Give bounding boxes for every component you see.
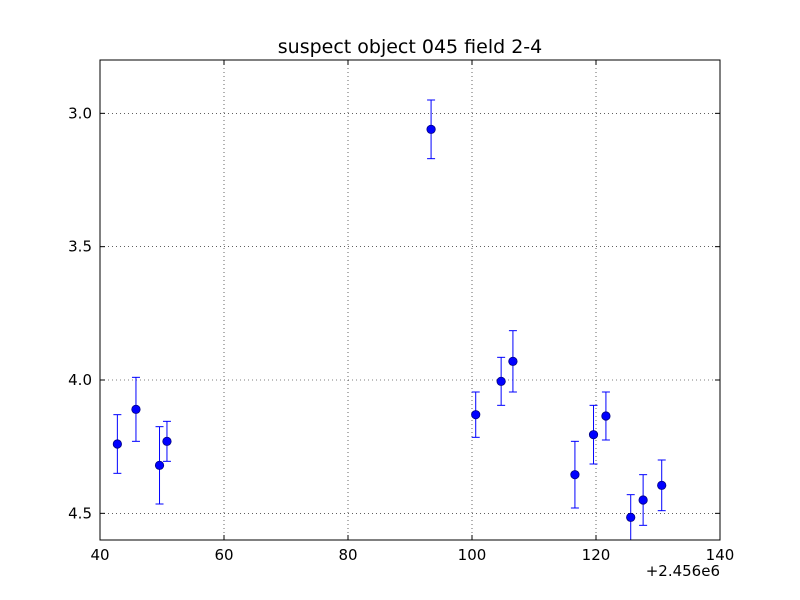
y-tick-label: 4.0	[68, 371, 92, 389]
data-point	[131, 404, 141, 414]
x-tick-label: 60	[214, 546, 233, 564]
data-point	[496, 376, 506, 386]
x-tick-label: 120	[582, 546, 611, 564]
y-tick-label: 3.5	[68, 238, 92, 256]
data-point	[601, 411, 611, 421]
data-point	[508, 356, 518, 366]
data-point	[154, 460, 165, 470]
data-point	[426, 124, 436, 134]
plot-frame	[99, 59, 721, 541]
data-series	[112, 99, 667, 540]
y-tick-label: 3.0	[68, 104, 92, 122]
data-point	[471, 410, 481, 420]
grid	[100, 60, 720, 540]
x-axis-offset-label: +2.456e6	[646, 562, 720, 580]
data-point	[588, 430, 599, 440]
x-tick-label: 140	[706, 546, 735, 564]
data-point	[570, 470, 580, 480]
x-tick-label: 40	[90, 546, 109, 564]
data-point	[657, 480, 667, 490]
axis-ticks: 40 60 80 100 120 140 3.0 3.5 4.0 4.5	[68, 60, 734, 564]
x-tick-label: 100	[458, 546, 487, 564]
data-point	[112, 439, 122, 449]
chart-title: suspect object 045 field 2-4	[278, 36, 543, 58]
data-point	[638, 495, 648, 505]
y-tick-label: 4.5	[68, 504, 92, 522]
x-tick-label: 80	[338, 546, 357, 564]
data-point	[626, 512, 636, 522]
data-point	[162, 436, 172, 446]
